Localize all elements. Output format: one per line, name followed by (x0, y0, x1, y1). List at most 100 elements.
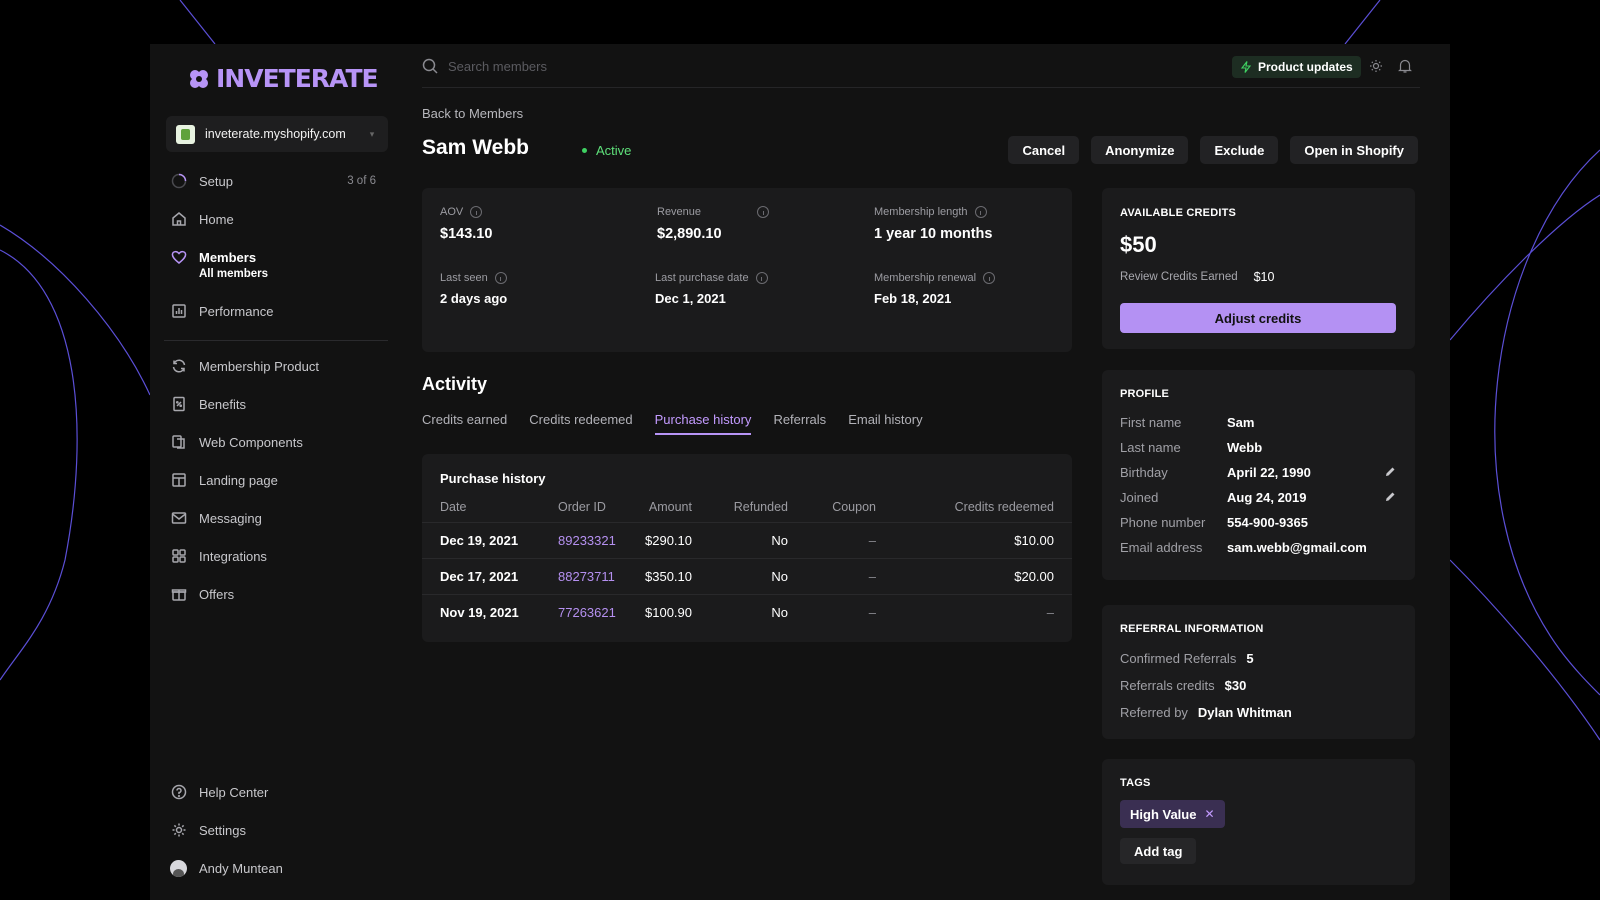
status-dot-icon (582, 148, 587, 153)
info-icon[interactable] (494, 272, 507, 284)
tab-referrals[interactable]: Referrals (773, 412, 827, 427)
referral-information-card: REFERRAL INFORMATION Confirmed Referrals… (1102, 605, 1415, 739)
stat-value: Dec 1, 2021 (655, 291, 726, 306)
chevron-down-icon: ▾ (369, 129, 375, 139)
cell-amount: $290.10 (630, 522, 710, 559)
sidebar-item-performance[interactable]: Performance (170, 292, 382, 330)
sidebar-item-label: Offers (199, 586, 235, 602)
cell-amount: $350.10 (630, 558, 710, 595)
profile-row-first-name: First name Sam (1120, 412, 1396, 432)
profile-value: Aug 24, 2019 (1227, 489, 1307, 505)
table-row[interactable]: Dec 17, 2021 88273711 $350.10 No – $20.0… (422, 558, 1072, 595)
receipt-icon (170, 396, 187, 413)
column-header-amount: Amount (630, 500, 710, 523)
sidebar-item-integrations[interactable]: Integrations (170, 537, 382, 575)
order-id-link[interactable]: 89233321 (540, 522, 630, 559)
available-credits-title: AVAILABLE CREDITS (1120, 207, 1237, 219)
sidebar-item-offers[interactable]: Offers (170, 575, 382, 613)
product-updates-button[interactable]: Product updates (1232, 56, 1361, 78)
sidebar-item-label: Messaging (199, 510, 262, 526)
referral-information-title: REFERRAL INFORMATION (1120, 623, 1264, 635)
profile-label: Last name (1120, 439, 1181, 455)
open-in-shopify-button[interactable]: Open in Shopify (1290, 136, 1418, 164)
page-title: Sam Webb (422, 136, 529, 159)
sidebar-item-settings[interactable]: Settings (170, 811, 382, 849)
activity-heading: Activity (422, 374, 488, 394)
info-icon[interactable] (757, 206, 769, 218)
sidebar-item-members[interactable]: Members (170, 238, 382, 276)
profile-value: sam.webb@gmail.com (1227, 539, 1367, 555)
sun-icon[interactable] (1368, 58, 1384, 74)
cell-coupon: – (868, 604, 876, 620)
app-window: INVETERATE inveterate.myshopify.com ▾ Se… (150, 44, 1450, 900)
sidebar-item-landing-page[interactable]: Landing page (170, 461, 382, 499)
sidebar-item-web-components[interactable]: Web Components (170, 423, 382, 461)
referral-label: Referrals credits (1120, 678, 1215, 693)
info-icon[interactable] (755, 272, 768, 284)
close-icon[interactable]: ✕ (1204, 807, 1215, 821)
search-icon (422, 58, 438, 74)
info-icon[interactable] (983, 272, 996, 284)
stat-value: 2 days ago (440, 291, 508, 306)
purchase-history-table: Date Order ID Amount Refunded Coupon Cre… (422, 500, 1072, 630)
cell-credits-redeemed: – (1046, 604, 1054, 620)
column-header-order-id: Order ID (540, 500, 630, 523)
add-tag-button[interactable]: Add tag (1120, 838, 1197, 864)
bell-icon[interactable] (1397, 58, 1413, 74)
lightning-icon (1240, 61, 1252, 73)
sidebar-item-help-center[interactable]: Help Center (170, 773, 382, 811)
order-id-link[interactable]: 77263621 (558, 604, 616, 620)
stat-value: $2,890.10 (657, 226, 722, 242)
profile-row-joined: Joined Aug 24, 2019 (1120, 487, 1396, 507)
tab-email-history[interactable]: Email history (848, 412, 923, 427)
brand-logo[interactable]: INVETERATE (188, 64, 379, 93)
tab-purchase-history[interactable]: Purchase history (654, 412, 752, 435)
user-profile[interactable]: Andy Muntean (170, 849, 382, 887)
sidebar-item-label: Home (199, 211, 234, 227)
search-input[interactable] (448, 55, 848, 77)
sidebar-item-label: Landing page (199, 472, 278, 488)
pencil-icon[interactable] (1384, 491, 1396, 503)
pencil-icon[interactable] (1384, 466, 1396, 478)
stat-label: AOV (440, 206, 464, 218)
store-domain: inveterate.myshopify.com (205, 127, 346, 141)
tab-credits-redeemed[interactable]: Credits redeemed (529, 412, 633, 427)
sidebar-item-membership-product[interactable]: Membership Product (170, 347, 382, 385)
sidebar-item-label: Integrations (199, 548, 267, 564)
sidebar-item-benefits[interactable]: Benefits (170, 385, 382, 423)
back-to-members-link[interactable]: Back to Members (422, 106, 524, 121)
footer-nav: Help Center Settings Andy Muntean (170, 773, 382, 887)
sidebar-item-home[interactable]: Home (170, 200, 382, 238)
sidebar-subitem-all-members[interactable]: All members (199, 268, 269, 280)
anonymize-button[interactable]: Anonymize (1091, 136, 1189, 164)
tab-credits-earned[interactable]: Credits earned (422, 412, 508, 427)
store-selector[interactable]: inveterate.myshopify.com ▾ (166, 116, 388, 152)
sidebar-item-setup[interactable]: Setup 3 of 6 (170, 162, 382, 200)
table-row[interactable]: Nov 19, 2021 77263621 $100.90 No – – (422, 594, 1072, 630)
stat-label: Last purchase date (655, 272, 749, 284)
stat-last-seen: Last seen 2 days ago (440, 272, 507, 306)
sidebar-item-label: Performance (199, 303, 274, 319)
exclude-button[interactable]: Exclude (1200, 136, 1279, 164)
referral-row-confirmed: Confirmed Referrals 5 (1120, 651, 1254, 666)
stat-label: Revenue (657, 206, 702, 218)
sidebar-item-label: Help Center (199, 784, 269, 800)
info-icon[interactable] (974, 206, 987, 218)
order-id-link[interactable]: 88273711 (540, 558, 630, 595)
table-row[interactable]: Dec 19, 2021 89233321 $290.10 No – $10.0… (422, 522, 1072, 559)
stat-value: 1 year 10 months (874, 226, 993, 242)
available-credits-card: AVAILABLE CREDITS $50 Review Credits Ear… (1102, 188, 1415, 349)
adjust-credits-button[interactable]: Adjust credits (1120, 303, 1396, 333)
primary-nav: Setup 3 of 6 Home Members All members Pe… (170, 162, 382, 330)
sidebar-item-messaging[interactable]: Messaging (170, 499, 382, 537)
profile-label: Birthday (1120, 464, 1168, 480)
column-header-date: Date (422, 500, 540, 523)
profile-label: Email address (1120, 539, 1203, 555)
gift-icon (170, 586, 187, 603)
cancel-button[interactable]: Cancel (1008, 136, 1080, 164)
info-icon[interactable] (470, 206, 483, 218)
bar-chart-icon (170, 303, 187, 320)
activity-tabs: Credits earned Credits redeemed Purchase… (422, 412, 923, 435)
stat-revenue: Revenue $2,890.10 (657, 206, 769, 242)
